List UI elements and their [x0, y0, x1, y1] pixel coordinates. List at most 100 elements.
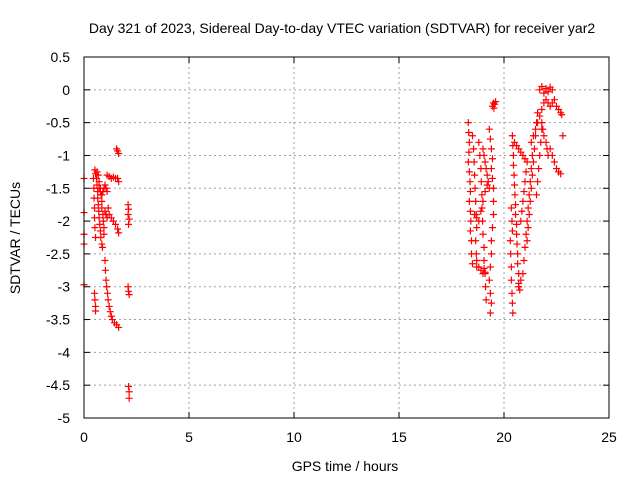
data-point	[550, 158, 558, 166]
data-point	[508, 132, 516, 140]
data-point	[540, 132, 548, 140]
data-point	[98, 240, 106, 248]
data-point	[481, 270, 489, 278]
data-point	[466, 227, 474, 235]
y-tick-label: -3	[58, 279, 71, 295]
data-point	[470, 145, 478, 153]
data-point	[105, 302, 113, 310]
data-point	[488, 224, 496, 232]
data-point	[529, 158, 537, 166]
data-point	[103, 214, 111, 222]
data-point	[507, 250, 515, 258]
x-tick-label: 20	[496, 429, 512, 445]
data-point	[521, 178, 529, 186]
data-point	[469, 260, 476, 268]
data-point	[466, 188, 474, 196]
data-point	[482, 283, 490, 291]
data-point	[525, 211, 533, 219]
data-point	[528, 171, 536, 179]
data-point	[115, 149, 123, 157]
data-point	[539, 125, 547, 133]
data-point	[550, 96, 558, 104]
data-point	[466, 178, 474, 186]
y-tick-label: -1.5	[46, 180, 70, 196]
data-point	[538, 119, 546, 127]
data-point	[507, 263, 515, 271]
data-point	[125, 382, 133, 390]
data-point	[506, 237, 514, 245]
data-point	[101, 181, 109, 189]
data-point	[523, 237, 531, 245]
data-point	[509, 151, 517, 159]
data-point	[95, 178, 103, 186]
data-point	[480, 151, 488, 159]
data-point	[115, 323, 123, 331]
data-point	[488, 174, 496, 182]
data-point	[475, 138, 483, 146]
y-tick-label: -2.5	[46, 246, 70, 262]
data-point	[102, 276, 110, 284]
data-point	[125, 394, 133, 402]
data-point	[523, 217, 531, 225]
data-point	[529, 132, 537, 140]
data-point	[484, 178, 492, 186]
data-point	[512, 201, 520, 209]
data-point	[519, 197, 527, 205]
data-point	[490, 197, 497, 205]
y-tick-label: -5	[58, 410, 71, 426]
data-point	[513, 230, 521, 238]
data-point	[471, 184, 479, 192]
data-point	[104, 204, 112, 212]
data-point	[481, 188, 489, 196]
data-point	[99, 217, 107, 225]
data-point	[487, 237, 495, 245]
data-point	[519, 270, 527, 278]
data-point	[475, 217, 483, 225]
data-point	[490, 211, 497, 219]
data-point	[473, 224, 481, 232]
y-tick-label: -4.5	[46, 377, 70, 393]
data-point	[513, 240, 521, 248]
data-point	[510, 171, 518, 179]
data-point	[91, 296, 99, 304]
data-point	[508, 299, 516, 307]
data-point	[469, 132, 476, 140]
data-point	[538, 83, 546, 91]
data-point	[93, 168, 101, 176]
data-point	[115, 229, 123, 237]
data-point	[520, 256, 528, 264]
data-point	[124, 211, 132, 219]
data-point	[509, 309, 517, 317]
data-point	[472, 250, 480, 258]
y-axis: 0.5 0 -0.5 -1 -1.5 -2 -2.5 -3 -3.5 -4 -4.5 -5	[46, 49, 609, 426]
data-point	[483, 171, 491, 179]
data-point	[486, 135, 494, 143]
data-point	[480, 264, 488, 272]
data-point	[511, 181, 518, 189]
data-point	[91, 204, 98, 212]
data-point	[104, 289, 112, 297]
data-point	[472, 237, 480, 245]
data-point	[530, 145, 538, 153]
data-point	[106, 308, 114, 316]
data-point	[544, 88, 552, 96]
data-point	[507, 276, 515, 284]
data-point	[548, 86, 556, 94]
data-point	[516, 286, 524, 294]
data-point	[94, 194, 102, 202]
data-point	[490, 104, 498, 112]
data-point	[536, 151, 544, 159]
data-point	[102, 211, 110, 219]
data-point	[101, 266, 109, 274]
data-point	[114, 174, 122, 182]
data-point	[488, 155, 496, 163]
data-point	[98, 204, 106, 212]
data-point	[478, 204, 486, 212]
data-point	[104, 296, 112, 304]
data-point	[464, 119, 472, 127]
data-point	[508, 217, 516, 225]
data-point	[92, 307, 100, 315]
data-point	[485, 276, 493, 284]
data-point	[486, 263, 494, 271]
data-point	[98, 197, 106, 205]
